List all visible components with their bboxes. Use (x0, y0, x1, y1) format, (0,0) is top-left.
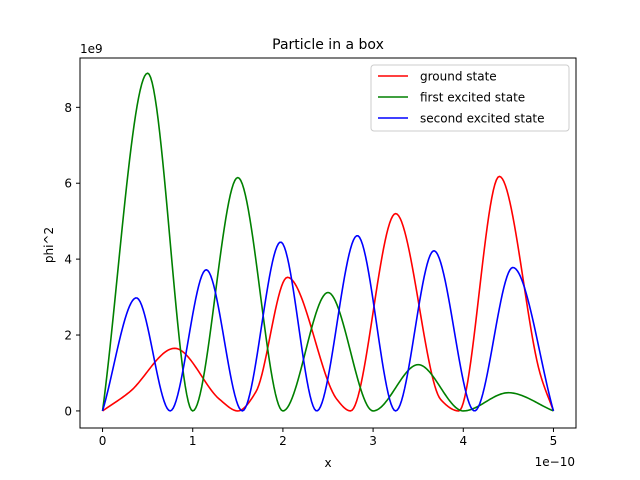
x-tick-label: 0 (99, 434, 107, 448)
plot-frame (79, 57, 577, 429)
x-axis-label: x (324, 456, 331, 470)
y-tick-label: 0 (64, 404, 72, 418)
y-tick-label: 2 (64, 329, 72, 343)
y-tick-label: 4 (64, 253, 72, 267)
y-offset-label: 1e9 (80, 42, 103, 56)
legend-entry: ground state (420, 70, 497, 84)
axis-ticks: 0 1 2 3 4 5 0 2 4 6 8 (64, 101, 557, 448)
x-tick-label: 3 (369, 434, 377, 448)
y-tick-label: 6 (64, 177, 72, 191)
plot-area (101, 72, 555, 412)
x-tick-label: 5 (550, 434, 558, 448)
x-tick-label: 2 (279, 434, 287, 448)
x-tick-label: 1 (189, 434, 197, 448)
y-tick-label: 8 (64, 101, 72, 115)
chart-title: Particle in a box (272, 37, 384, 53)
x-offset-label: 1e−10 (535, 455, 575, 469)
legend: ground state first excited state second ex… (370, 64, 570, 132)
legend-box (370, 64, 570, 132)
y-axis-label: phi^2 (42, 227, 56, 263)
x-tick-label: 4 (459, 434, 467, 448)
legend-entry: first excited state (420, 91, 525, 105)
legend-entry: second excited state (420, 112, 545, 126)
series-line-2 (101, 234, 555, 412)
